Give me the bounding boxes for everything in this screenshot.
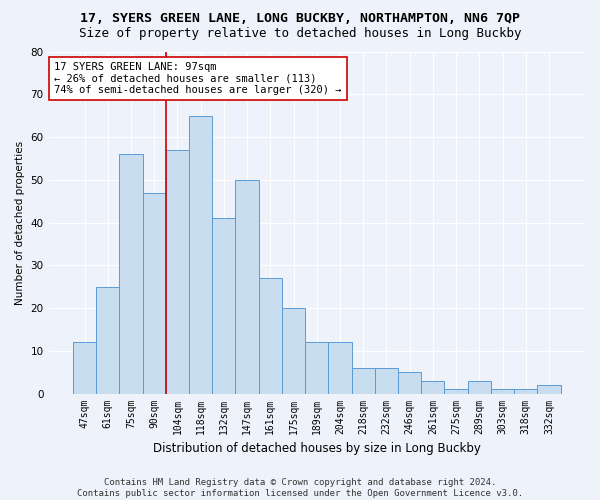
- X-axis label: Distribution of detached houses by size in Long Buckby: Distribution of detached houses by size …: [153, 442, 481, 455]
- Bar: [212, 218, 235, 394]
- Bar: [421, 380, 445, 394]
- Bar: [96, 286, 119, 394]
- Bar: [445, 390, 468, 394]
- Text: Size of property relative to detached houses in Long Buckby: Size of property relative to detached ho…: [79, 28, 521, 40]
- Bar: [514, 390, 538, 394]
- Bar: [282, 308, 305, 394]
- Y-axis label: Number of detached properties: Number of detached properties: [15, 140, 25, 304]
- Bar: [143, 192, 166, 394]
- Bar: [375, 368, 398, 394]
- Bar: [468, 380, 491, 394]
- Text: 17, SYERS GREEN LANE, LONG BUCKBY, NORTHAMPTON, NN6 7QP: 17, SYERS GREEN LANE, LONG BUCKBY, NORTH…: [80, 12, 520, 26]
- Bar: [491, 390, 514, 394]
- Bar: [352, 368, 375, 394]
- Bar: [166, 150, 189, 394]
- Bar: [73, 342, 96, 394]
- Bar: [259, 278, 282, 394]
- Text: 17 SYERS GREEN LANE: 97sqm
← 26% of detached houses are smaller (113)
74% of sem: 17 SYERS GREEN LANE: 97sqm ← 26% of deta…: [54, 62, 341, 95]
- Bar: [538, 385, 560, 394]
- Bar: [189, 116, 212, 394]
- Bar: [328, 342, 352, 394]
- Text: Contains HM Land Registry data © Crown copyright and database right 2024.
Contai: Contains HM Land Registry data © Crown c…: [77, 478, 523, 498]
- Bar: [305, 342, 328, 394]
- Bar: [398, 372, 421, 394]
- Bar: [119, 154, 143, 394]
- Bar: [235, 180, 259, 394]
